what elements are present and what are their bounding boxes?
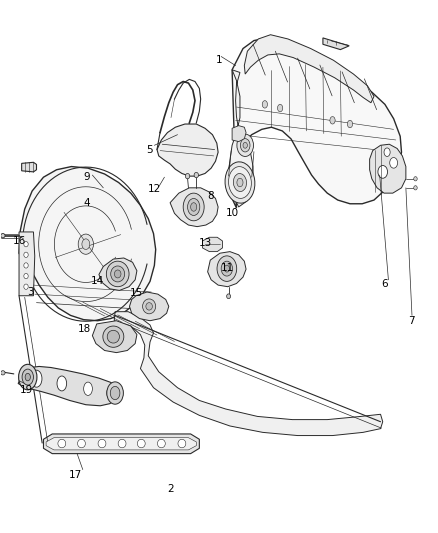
Ellipse shape	[278, 104, 283, 112]
Ellipse shape	[82, 239, 90, 249]
Ellipse shape	[84, 382, 92, 395]
Ellipse shape	[143, 299, 155, 314]
Ellipse shape	[18, 365, 37, 390]
Ellipse shape	[25, 373, 30, 381]
Ellipse shape	[24, 284, 28, 289]
Text: 4: 4	[84, 198, 91, 208]
Ellipse shape	[57, 376, 67, 391]
Text: 1: 1	[215, 55, 223, 65]
Polygon shape	[323, 38, 349, 50]
Ellipse shape	[111, 266, 125, 282]
Ellipse shape	[217, 256, 237, 281]
Polygon shape	[46, 438, 196, 450]
Text: 10: 10	[226, 208, 239, 219]
Polygon shape	[208, 252, 246, 287]
Polygon shape	[43, 434, 199, 454]
Ellipse shape	[24, 273, 28, 279]
Ellipse shape	[237, 178, 243, 187]
Ellipse shape	[243, 142, 247, 148]
Text: 7: 7	[408, 316, 414, 326]
Ellipse shape	[178, 439, 186, 448]
Ellipse shape	[24, 252, 28, 257]
Ellipse shape	[185, 173, 190, 179]
Ellipse shape	[194, 172, 198, 177]
Ellipse shape	[233, 174, 247, 191]
Text: 3: 3	[27, 287, 34, 297]
Ellipse shape	[183, 193, 204, 221]
Ellipse shape	[31, 370, 42, 387]
Ellipse shape	[378, 165, 388, 178]
Ellipse shape	[157, 439, 165, 448]
Ellipse shape	[22, 369, 33, 385]
Ellipse shape	[107, 382, 124, 404]
Text: 6: 6	[381, 279, 388, 288]
Polygon shape	[170, 188, 218, 227]
Ellipse shape	[146, 303, 152, 310]
Text: 14: 14	[91, 277, 104, 286]
Ellipse shape	[237, 134, 254, 157]
Text: 13: 13	[198, 238, 212, 247]
Ellipse shape	[191, 203, 197, 211]
Ellipse shape	[1, 370, 5, 375]
Ellipse shape	[110, 386, 120, 400]
Polygon shape	[92, 321, 137, 353]
Ellipse shape	[226, 294, 230, 298]
Polygon shape	[114, 312, 383, 435]
Ellipse shape	[106, 261, 129, 287]
Ellipse shape	[224, 265, 230, 272]
Polygon shape	[130, 292, 169, 321]
Text: 15: 15	[129, 288, 143, 298]
Ellipse shape	[229, 167, 251, 198]
Text: 5: 5	[146, 144, 152, 155]
Polygon shape	[99, 258, 137, 290]
Polygon shape	[202, 237, 223, 252]
Ellipse shape	[24, 241, 28, 247]
Ellipse shape	[107, 330, 120, 343]
Text: 17: 17	[69, 470, 82, 480]
Ellipse shape	[221, 261, 233, 276]
Ellipse shape	[414, 185, 417, 190]
Text: 19: 19	[19, 385, 33, 395]
Ellipse shape	[98, 439, 106, 448]
Ellipse shape	[262, 101, 268, 108]
Ellipse shape	[103, 326, 124, 348]
Ellipse shape	[1, 233, 5, 238]
Ellipse shape	[78, 439, 85, 448]
Ellipse shape	[114, 270, 121, 278]
Polygon shape	[370, 144, 406, 193]
Polygon shape	[228, 38, 402, 208]
Ellipse shape	[58, 439, 66, 448]
Ellipse shape	[107, 387, 115, 399]
Polygon shape	[157, 124, 218, 176]
Ellipse shape	[347, 120, 353, 128]
Text: 9: 9	[84, 172, 91, 182]
Polygon shape	[232, 126, 246, 142]
Ellipse shape	[138, 439, 145, 448]
Ellipse shape	[240, 139, 250, 152]
Polygon shape	[21, 163, 36, 172]
Ellipse shape	[187, 198, 200, 215]
Ellipse shape	[225, 162, 255, 203]
Ellipse shape	[384, 148, 390, 157]
Polygon shape	[19, 166, 155, 321]
Ellipse shape	[414, 176, 417, 181]
Text: 2: 2	[168, 484, 174, 494]
Ellipse shape	[118, 439, 126, 448]
Ellipse shape	[330, 117, 335, 124]
Ellipse shape	[78, 234, 93, 254]
Text: 11: 11	[221, 263, 234, 272]
Ellipse shape	[390, 158, 398, 168]
Text: 18: 18	[78, 324, 91, 334]
Text: 12: 12	[148, 184, 161, 195]
Ellipse shape	[24, 263, 28, 268]
Polygon shape	[229, 70, 253, 207]
Polygon shape	[18, 367, 120, 406]
Polygon shape	[244, 35, 374, 103]
Text: 16: 16	[12, 236, 26, 246]
Polygon shape	[19, 232, 35, 296]
Text: 8: 8	[207, 191, 214, 201]
